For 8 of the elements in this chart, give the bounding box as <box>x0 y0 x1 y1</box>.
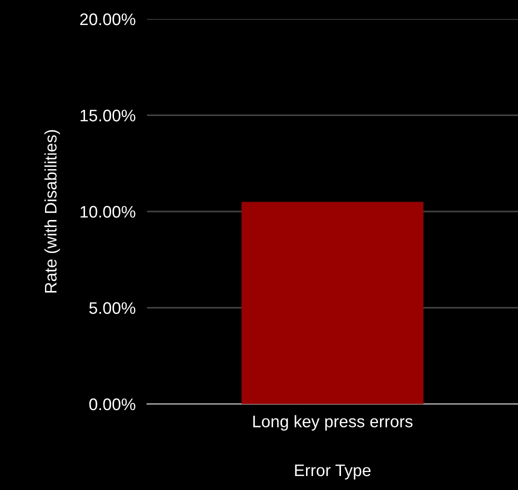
x-tick-label: Long key press errors <box>253 415 412 431</box>
x-axis-title: Error Type <box>295 464 371 480</box>
y-tick-label: 5.00% <box>89 302 136 314</box>
y-tick-label: 10.00% <box>80 206 136 218</box>
y-axis-title: Rate (with Disabilities) <box>44 130 60 293</box>
y-tick-label: 0.00% <box>89 398 136 410</box>
y-tick-label: 15.00% <box>80 110 136 122</box>
y-tick-label: 20.00% <box>80 13 136 26</box>
